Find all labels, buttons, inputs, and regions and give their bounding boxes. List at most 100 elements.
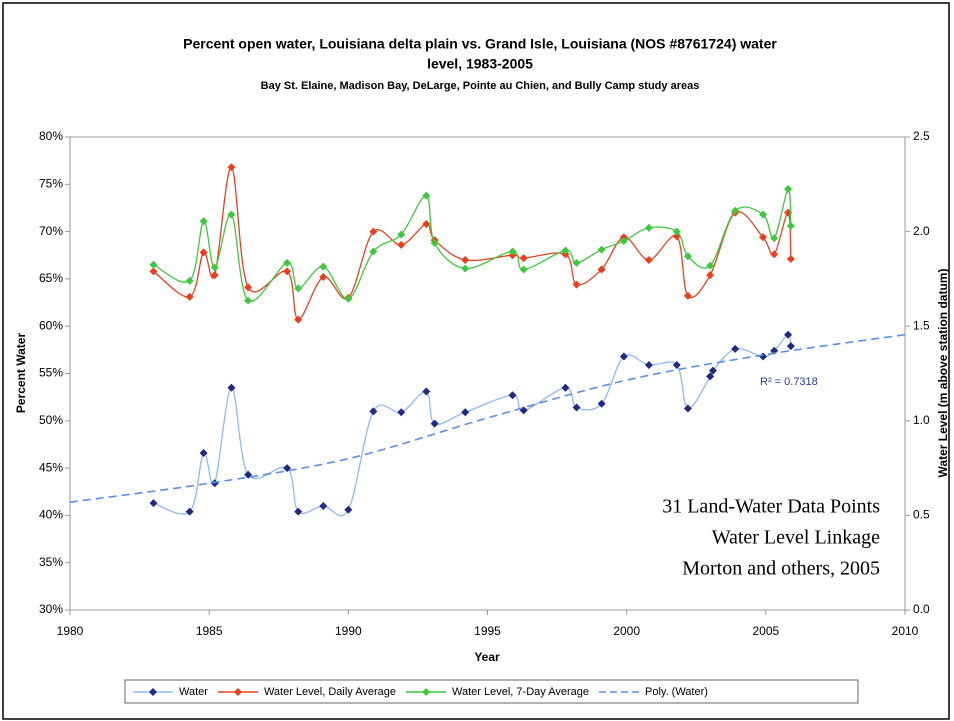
marker xyxy=(672,227,681,236)
marker xyxy=(572,258,581,267)
y-tick-label: 40% xyxy=(39,508,63,522)
y-tick-label: 70% xyxy=(39,224,63,238)
marker xyxy=(294,315,303,324)
marker xyxy=(786,342,795,351)
series-line xyxy=(153,166,792,321)
marker xyxy=(210,263,219,272)
marker xyxy=(199,217,208,226)
marker xyxy=(683,404,692,413)
x-tick-label: 2005 xyxy=(752,624,779,638)
marker xyxy=(319,273,328,282)
marker xyxy=(508,247,517,256)
marker xyxy=(397,408,406,417)
marker xyxy=(319,262,328,271)
legend-label: Water xyxy=(179,686,208,698)
legend-marker xyxy=(422,688,431,696)
y-tick-label: 60% xyxy=(39,318,63,332)
marker xyxy=(683,291,692,300)
marker xyxy=(369,227,378,236)
marker xyxy=(199,448,208,457)
x-axis-title: Year xyxy=(474,650,500,664)
text-box-line: 31 Land-Water Data Points xyxy=(662,496,880,518)
y-tick-label: 45% xyxy=(39,460,63,474)
marker xyxy=(422,387,431,396)
marker xyxy=(422,191,431,200)
marker xyxy=(210,479,219,488)
marker xyxy=(519,254,528,263)
y2-axis-title: Water Level (m above station datum) xyxy=(936,269,950,478)
marker xyxy=(644,223,653,232)
y2-tick-label: 0.0 xyxy=(913,602,930,616)
marker xyxy=(597,265,606,274)
chart-title: Percent open water, Louisiana delta plai… xyxy=(183,36,777,52)
marker xyxy=(644,360,653,369)
chart-subtitle: Bay St. Elaine, Madison Bay, DeLarge, Po… xyxy=(261,80,700,92)
marker xyxy=(430,419,439,428)
marker xyxy=(244,296,253,305)
legend-label: Poly. (Water) xyxy=(645,686,708,698)
trend-line xyxy=(69,333,906,503)
x-tick-label: 2000 xyxy=(613,624,640,638)
text-box-line: Morton and others, 2005 xyxy=(682,558,880,580)
y2-tick-label: 1.5 xyxy=(913,318,930,332)
y-tick-label: 50% xyxy=(39,413,63,427)
marker xyxy=(199,248,208,257)
marker xyxy=(461,408,470,417)
marker xyxy=(185,276,194,285)
y-tick-label: 65% xyxy=(39,271,63,285)
marker xyxy=(369,247,378,256)
marker xyxy=(572,280,581,289)
y-tick-label: 35% xyxy=(39,555,63,569)
legend-label: Water Level, 7-Day Average xyxy=(452,686,589,698)
marker xyxy=(784,185,793,194)
y2-tick-label: 2.5 xyxy=(913,129,930,143)
marker xyxy=(572,403,581,412)
marker xyxy=(149,260,158,269)
marker xyxy=(706,271,715,280)
marker xyxy=(461,264,470,273)
marker xyxy=(397,240,406,249)
marker xyxy=(185,292,194,301)
marker xyxy=(227,163,236,172)
marker xyxy=(294,284,303,293)
y-tick-label: 75% xyxy=(39,176,63,190)
marker xyxy=(283,267,292,276)
marker xyxy=(369,407,378,416)
marker xyxy=(619,237,628,246)
y-tick-label: 55% xyxy=(39,366,63,380)
marker xyxy=(344,505,353,514)
marker xyxy=(708,366,717,375)
marker xyxy=(786,221,795,230)
marker xyxy=(210,271,219,280)
marker xyxy=(461,255,470,264)
marker xyxy=(244,470,253,479)
marker xyxy=(759,352,768,361)
x-tick-label: 1985 xyxy=(196,624,223,638)
r-squared: R² = 0.7318 xyxy=(760,376,818,388)
chart-title: level, 1983-2005 xyxy=(427,56,533,72)
x-tick-label: 1995 xyxy=(474,624,501,638)
marker xyxy=(319,501,328,510)
marker xyxy=(397,230,406,239)
series-line xyxy=(153,334,792,517)
marker xyxy=(561,246,570,255)
marker xyxy=(619,352,628,361)
marker xyxy=(294,507,303,516)
marker xyxy=(149,499,158,508)
marker xyxy=(508,391,517,400)
marker xyxy=(244,283,253,292)
marker xyxy=(683,252,692,261)
marker xyxy=(759,233,768,242)
legend xyxy=(124,679,859,704)
legend-label: Water Level, Daily Average xyxy=(264,686,396,698)
marker xyxy=(759,210,768,219)
y-tick-label: 30% xyxy=(39,602,63,616)
marker xyxy=(561,383,570,392)
marker xyxy=(227,383,236,392)
marker xyxy=(770,250,779,259)
marker xyxy=(644,255,653,264)
x-tick-label: 1980 xyxy=(57,624,84,638)
marker xyxy=(149,267,158,276)
